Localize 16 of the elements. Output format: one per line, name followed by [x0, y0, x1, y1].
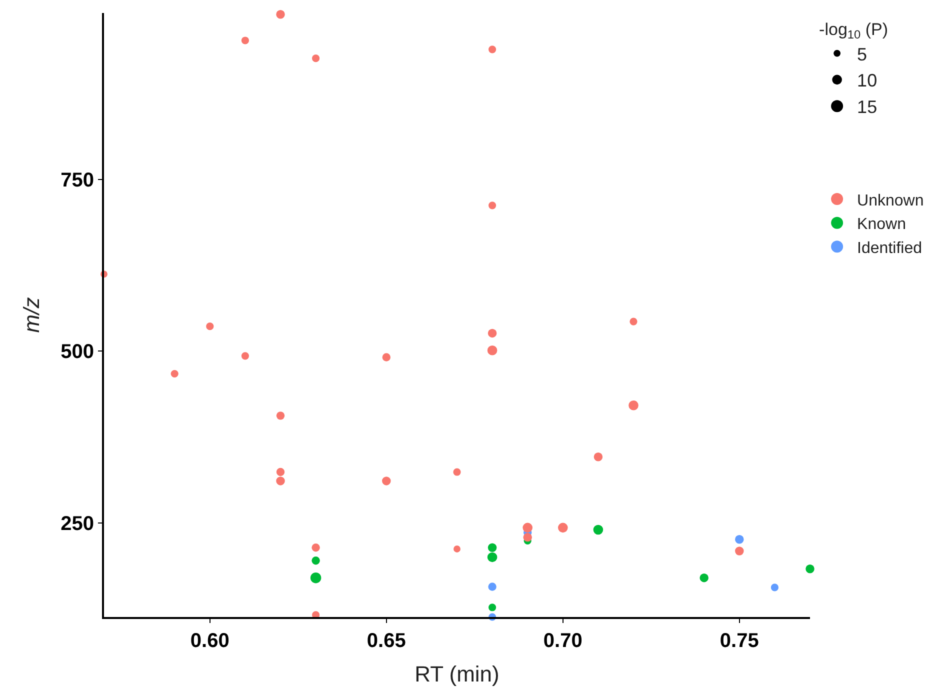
legend-label: Known — [857, 216, 906, 234]
x-tick-label: 0.70 — [543, 630, 582, 652]
x-tick-label: 0.60 — [190, 630, 230, 652]
legend-label: 15 — [857, 97, 878, 118]
legend-label: Identified — [857, 240, 922, 257]
y-axis-title: m/z — [18, 297, 44, 333]
legend-label: 10 — [857, 70, 878, 91]
legend-label: 5 — [857, 44, 868, 64]
legend-title: -log$_{10}$ (P) — [819, 20, 888, 42]
y-tick-label: 500 — [60, 341, 94, 364]
legend-label: Unknown — [857, 192, 924, 210]
x-axis-title: RT (min) — [414, 661, 500, 686]
x-tick-label: 0.65 — [366, 630, 406, 652]
y-tick-label: 750 — [60, 169, 94, 192]
y-tick-label: 250 — [60, 512, 94, 535]
x-tick-label: 0.75 — [720, 630, 759, 652]
